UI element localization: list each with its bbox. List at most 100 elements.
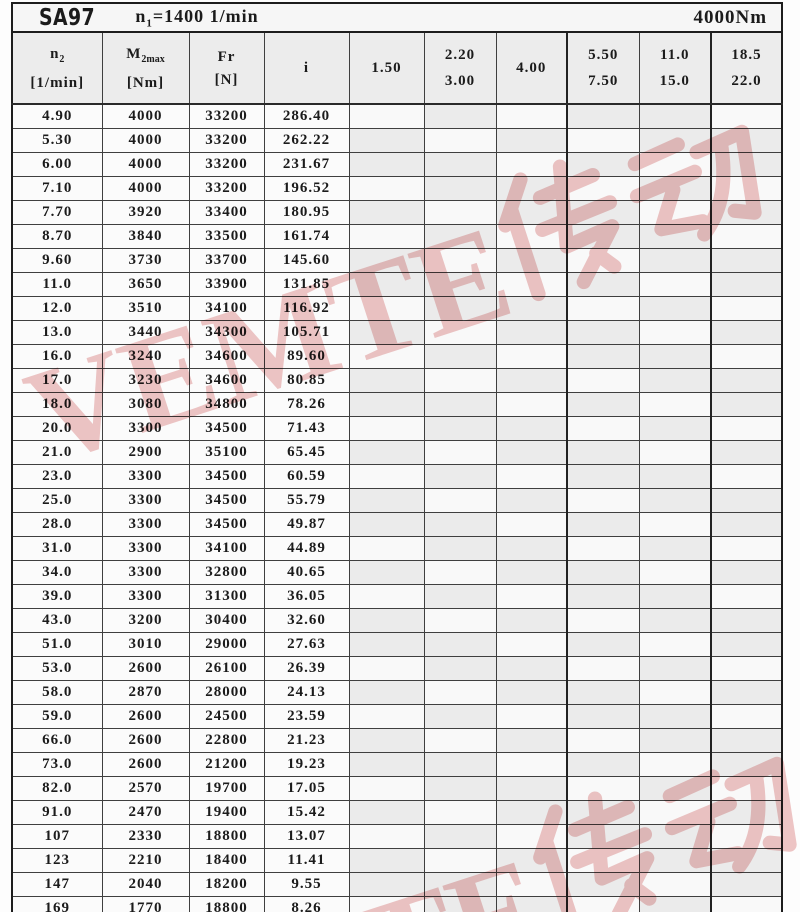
cell-value: 31300 [188, 584, 265, 609]
cell-value: 3300 [101, 416, 190, 441]
cell-value: 18.0 [11, 392, 103, 417]
cell-empty [495, 464, 568, 489]
cell-empty [495, 536, 568, 561]
cell-value: 116.92 [263, 296, 350, 321]
cell-value: 73.0 [11, 752, 103, 777]
cell-value: 161.74 [263, 224, 350, 249]
cell-empty [638, 656, 712, 681]
cell-empty [495, 512, 568, 537]
cell-empty [566, 368, 640, 393]
cell-empty [348, 752, 425, 777]
cell-empty [566, 440, 640, 465]
cell-empty [566, 512, 640, 537]
cell-empty [423, 272, 497, 297]
cell-empty [638, 824, 712, 849]
cell-value: 65.45 [263, 440, 350, 465]
cell-empty [638, 512, 712, 537]
cell-value: 8.70 [11, 224, 103, 249]
cell-value: 3300 [101, 560, 190, 585]
cell-empty [566, 224, 640, 249]
cell-empty [348, 416, 425, 441]
cell-empty [566, 464, 640, 489]
cell-value: 5.30 [11, 128, 103, 153]
cell-empty [638, 344, 712, 369]
table-row: 82.0 2570 19700 17.05 [11, 776, 783, 801]
cell-empty [566, 752, 640, 777]
cell-value: 2570 [101, 776, 190, 801]
cell-value: 2600 [101, 728, 190, 753]
cell-empty [348, 392, 425, 417]
cell-empty [348, 800, 425, 825]
cell-value: 33200 [188, 103, 265, 129]
cell-empty [348, 176, 425, 201]
cell-empty [423, 344, 497, 369]
cell-value: 7.70 [11, 200, 103, 225]
table-row: 7.70 3920 33400 180.95 [11, 200, 783, 225]
table-row: 123 2210 18400 11.41 [11, 848, 783, 873]
cell-value: 19400 [188, 800, 265, 825]
cell-value: 27.63 [263, 632, 350, 657]
cell-empty [495, 560, 568, 585]
cell-empty [423, 752, 497, 777]
cell-value: 2470 [101, 800, 190, 825]
cell-value: 131.85 [263, 272, 350, 297]
table-row: 91.0 2470 19400 15.42 [11, 800, 783, 825]
cell-value: 3730 [101, 248, 190, 273]
cell-empty [566, 800, 640, 825]
cell-empty [710, 608, 783, 633]
cell-empty [495, 272, 568, 297]
cell-empty [423, 248, 497, 273]
cell-value: 28.0 [11, 512, 103, 537]
cell-empty [423, 632, 497, 657]
input-speed-label: n1=1400 1/min [135, 5, 259, 30]
cell-empty [566, 560, 640, 585]
cell-empty [348, 680, 425, 705]
cell-value: 3080 [101, 392, 190, 417]
cell-empty [566, 896, 640, 912]
cell-value: 18200 [188, 872, 265, 897]
cell-value: 9.55 [263, 872, 350, 897]
cell-empty [495, 584, 568, 609]
cell-value: 13.0 [11, 320, 103, 345]
cell-empty [423, 848, 497, 873]
col-header-ratio-0: 1.50 [348, 31, 425, 105]
cell-empty [348, 776, 425, 801]
cell-empty [348, 272, 425, 297]
cell-value: 34600 [188, 344, 265, 369]
cell-empty [423, 128, 497, 153]
cell-empty [710, 344, 783, 369]
cell-empty [566, 320, 640, 345]
cell-value: 4.90 [11, 103, 103, 129]
cell-empty [495, 608, 568, 633]
cell-empty [566, 728, 640, 753]
cell-value: 4000 [101, 176, 190, 201]
table-row: 16.0 3240 34600 89.60 [11, 344, 783, 369]
cell-value: 2600 [101, 704, 190, 729]
cell-value: 12.0 [11, 296, 103, 321]
cell-value: 107 [11, 824, 103, 849]
cell-value: 2600 [101, 656, 190, 681]
spec-sheet: SA97 n1=1400 1/min 4000Nm n2 [1/min] M2max… [11, 2, 784, 912]
table-row: 4.90 4000 33200 286.40 [11, 103, 783, 129]
cell-value: 18800 [188, 824, 265, 849]
cell-value: 4000 [101, 103, 190, 129]
cell-empty [638, 272, 712, 297]
cell-value: 2870 [101, 680, 190, 705]
cell-empty [638, 440, 712, 465]
cell-empty [423, 704, 497, 729]
cell-empty [423, 896, 497, 912]
cell-empty [566, 392, 640, 417]
cell-empty [423, 536, 497, 561]
cell-value: 80.85 [263, 368, 350, 393]
cell-empty [638, 224, 712, 249]
cell-empty [348, 896, 425, 912]
cell-empty [495, 488, 568, 513]
cell-value: 16.0 [11, 344, 103, 369]
cell-empty [348, 512, 425, 537]
table-row: 9.60 3730 33700 145.60 [11, 248, 783, 273]
cell-empty [348, 200, 425, 225]
cell-empty [348, 632, 425, 657]
cell-empty [638, 200, 712, 225]
cell-value: 286.40 [263, 103, 350, 129]
cell-empty [348, 224, 425, 249]
